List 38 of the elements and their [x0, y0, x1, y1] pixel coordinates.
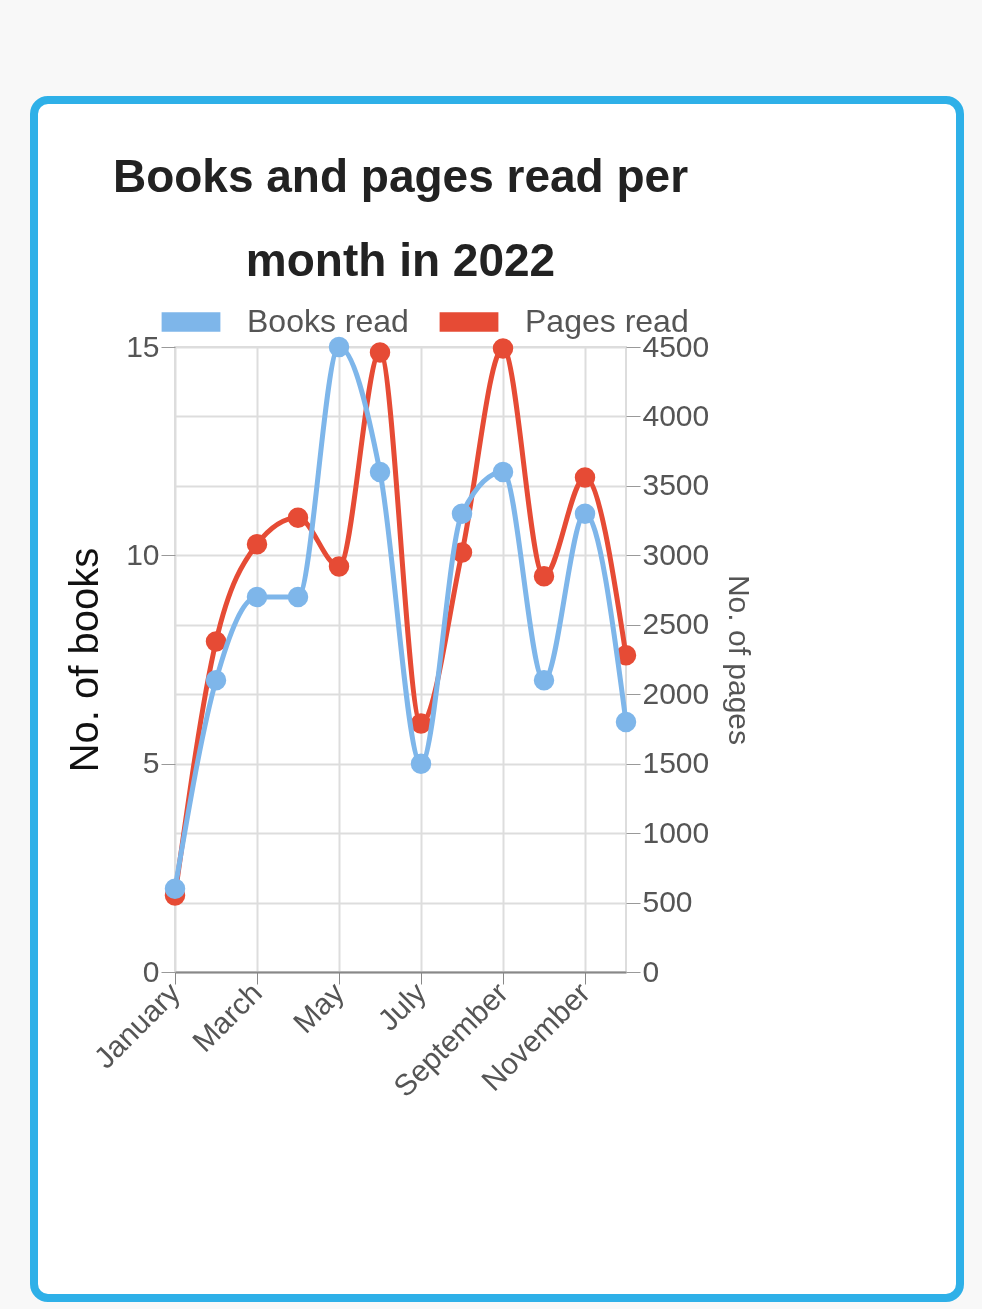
point	[287, 586, 309, 608]
point	[574, 503, 596, 524]
point	[246, 534, 268, 555]
y2-tick-label: 2000	[642, 676, 710, 710]
y2-tick-label: 3000	[642, 537, 710, 571]
y-tick-label: 15	[126, 329, 160, 363]
y2-axis-title: No. of pages	[723, 574, 757, 746]
point	[492, 338, 514, 359]
x-tick-label: May	[286, 975, 351, 1040]
point	[205, 670, 227, 691]
point	[369, 461, 391, 483]
point	[492, 461, 514, 483]
y2-tick-label: 2500	[642, 607, 710, 641]
y-axis-title: No. of books	[62, 547, 107, 773]
point	[410, 753, 432, 774]
y2-tick-label: 3500	[642, 468, 710, 502]
y-tick-label: 5	[142, 746, 160, 780]
point	[451, 503, 473, 524]
legend-label: Books read	[247, 303, 409, 339]
point	[369, 342, 391, 363]
y2-tick-label: 1000	[642, 815, 710, 849]
point	[574, 467, 596, 488]
y-tick-label: 10	[126, 537, 160, 571]
point	[246, 586, 268, 608]
point	[205, 631, 227, 652]
point	[328, 336, 350, 358]
point	[533, 670, 555, 691]
point	[615, 711, 637, 733]
point	[287, 507, 309, 529]
y2-tick-label: 1500	[642, 746, 710, 780]
y2-tick-label: 500	[642, 885, 693, 919]
y-tick-label: 0	[142, 954, 160, 988]
y2-tick-label: 4000	[642, 398, 710, 432]
y2-tick-label: 0	[642, 954, 660, 988]
point	[328, 556, 350, 577]
chart-title: Books and pages read per month in 2022	[112, 150, 689, 286]
point	[533, 565, 555, 587]
point	[164, 878, 186, 899]
